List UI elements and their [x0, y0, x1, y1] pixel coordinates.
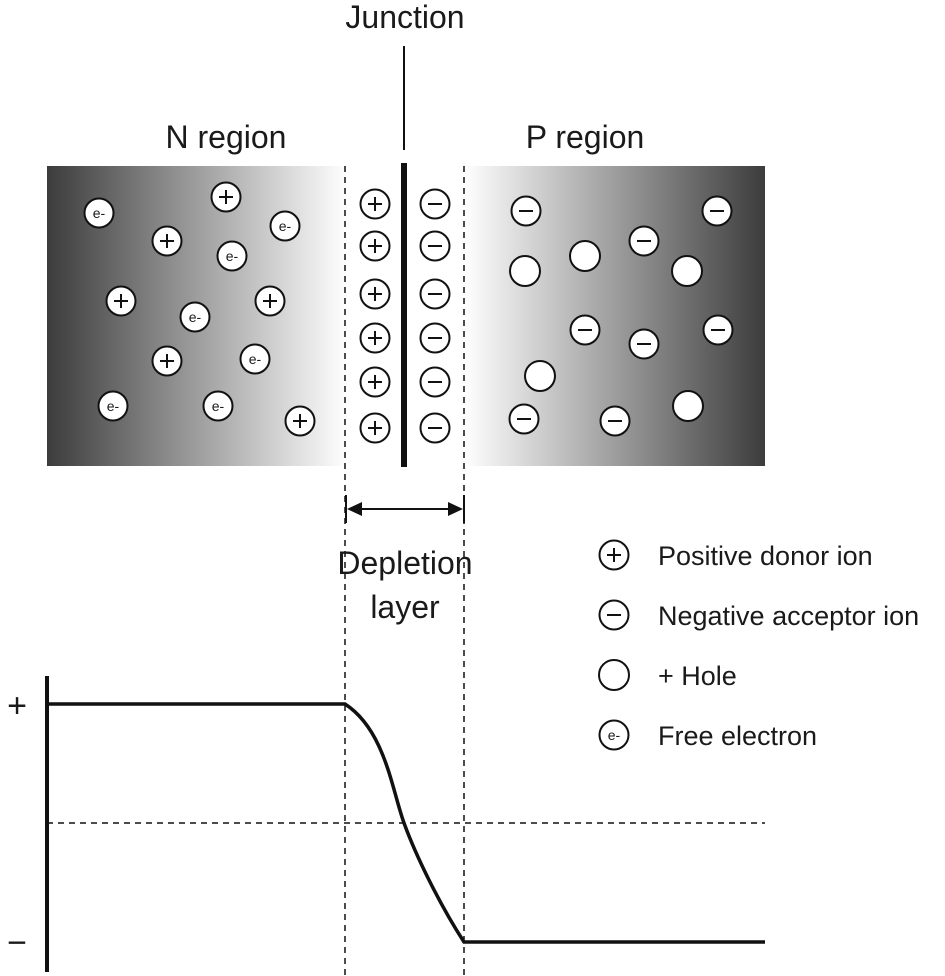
- svg-text:e-: e-: [226, 248, 239, 264]
- positive-ion-symbol: [359, 188, 391, 220]
- legend-label: Negative acceptor ion: [658, 601, 919, 631]
- positive-ion-symbol: [359, 366, 391, 398]
- positive-ion-symbol: [151, 345, 183, 377]
- negative-ion-symbol: [508, 403, 540, 435]
- svg-text:e-: e-: [107, 398, 120, 414]
- svg-text:e-: e-: [212, 398, 225, 414]
- positive-ion-symbol: [359, 412, 391, 444]
- p-region-label: P region: [526, 119, 645, 155]
- legend-item: + Hole: [598, 659, 737, 691]
- hole-symbol: [672, 390, 704, 422]
- svg-text:e-: e-: [189, 309, 202, 325]
- legend-label: + Hole: [658, 661, 737, 691]
- negative-ion-symbol: [510, 195, 542, 227]
- svg-text:e-: e-: [93, 205, 106, 221]
- negative-ion-symbol: [701, 195, 733, 227]
- depletion-width-arrow: [345, 495, 465, 523]
- negative-ion-symbol: [419, 188, 451, 220]
- depletion-label-line2: layer: [370, 589, 440, 625]
- negative-ion-symbol: [628, 225, 660, 257]
- negative-ion-symbol: [419, 278, 451, 310]
- junction-label: Junction: [345, 0, 464, 35]
- particles-group: e-e-e-e-e-e-e-: [83, 181, 734, 444]
- negative-ion-symbol: [419, 230, 451, 262]
- negative-ion-symbol: [419, 366, 451, 398]
- negative-ion-symbol: [702, 314, 734, 346]
- positive-ion-symbol: [210, 181, 242, 213]
- electron-symbol: e-: [216, 240, 248, 272]
- depletion-label-line1: Depletion: [337, 545, 472, 581]
- hole-symbol: [524, 360, 556, 392]
- positive-ion-symbol: [359, 322, 391, 354]
- electron-symbol: e-: [598, 719, 630, 751]
- hole-symbol: [509, 255, 541, 287]
- svg-text:e-: e-: [279, 218, 292, 234]
- positive-ion-symbol: [254, 285, 286, 317]
- positive-ion-symbol: [105, 285, 137, 317]
- n-region-label: N region: [166, 119, 287, 155]
- svg-text:e-: e-: [608, 727, 621, 743]
- electron-symbol: e-: [83, 197, 115, 229]
- positive-ion-symbol: [598, 539, 630, 571]
- negative-ion-symbol: [598, 599, 630, 631]
- hole-symbol: [569, 240, 601, 272]
- hole-symbol: [598, 659, 630, 691]
- axis-plus-label: +: [7, 687, 27, 725]
- electron-symbol: e-: [97, 390, 129, 422]
- legend-label: Free electron: [658, 721, 817, 751]
- electron-symbol: e-: [239, 343, 271, 375]
- negative-ion-symbol: [569, 314, 601, 346]
- axis-minus-label: −: [7, 924, 27, 962]
- negative-ion-symbol: [419, 412, 451, 444]
- potential-curve: [47, 702, 765, 944]
- positive-ion-symbol: [359, 230, 391, 262]
- legend-label: Positive donor ion: [658, 541, 873, 571]
- legend-item: e- Free electron: [598, 719, 817, 751]
- electron-symbol: e-: [202, 390, 234, 422]
- legend-item: Positive donor ion: [598, 539, 873, 571]
- positive-ion-symbol: [151, 225, 183, 257]
- svg-text:e-: e-: [249, 351, 262, 367]
- electron-symbol: e-: [179, 301, 211, 333]
- negative-ion-symbol: [599, 405, 631, 437]
- positive-ion-symbol: [284, 405, 316, 437]
- negative-ion-symbol: [628, 328, 660, 360]
- hole-symbol: [671, 255, 703, 287]
- positive-ion-symbol: [359, 278, 391, 310]
- electron-symbol: e-: [269, 210, 301, 242]
- legend: Positive donor ion Negative acceptor ion +…: [598, 539, 919, 751]
- negative-ion-symbol: [419, 322, 451, 354]
- legend-item: Negative acceptor ion: [598, 599, 919, 631]
